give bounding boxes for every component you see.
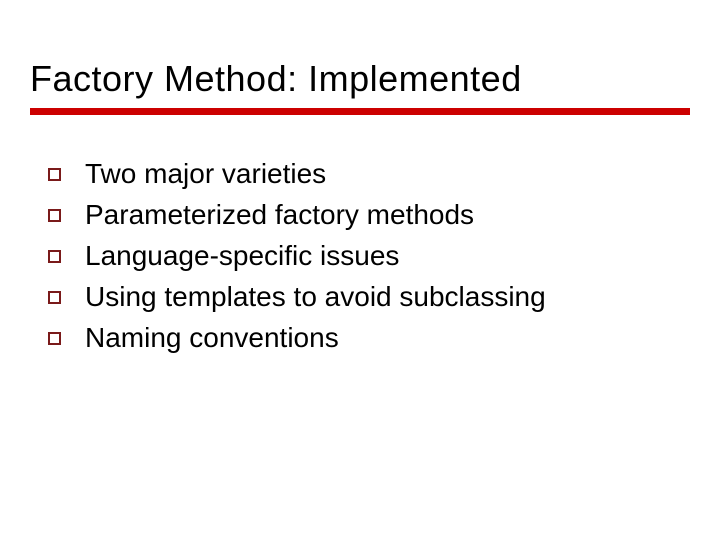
square-bullet-icon [48, 291, 61, 304]
bullet-text: Using templates to avoid subclassing [85, 279, 546, 314]
slide: Factory Method: Implemented Two major va… [0, 0, 720, 540]
square-bullet-icon [48, 332, 61, 345]
title-underline [30, 108, 690, 115]
list-item: Two major varieties [48, 156, 680, 191]
bullet-text: Language-specific issues [85, 238, 399, 273]
bullet-text: Parameterized factory methods [85, 197, 474, 232]
slide-body: Two major varieties Parameterized factor… [48, 156, 680, 361]
bullet-text: Two major varieties [85, 156, 326, 191]
square-bullet-icon [48, 250, 61, 263]
square-bullet-icon [48, 209, 61, 222]
bullet-text: Naming conventions [85, 320, 339, 355]
list-item: Language-specific issues [48, 238, 680, 273]
list-item: Naming conventions [48, 320, 680, 355]
list-item: Parameterized factory methods [48, 197, 680, 232]
list-item: Using templates to avoid subclassing [48, 279, 680, 314]
title-block: Factory Method: Implemented [30, 58, 690, 115]
square-bullet-icon [48, 168, 61, 181]
slide-title: Factory Method: Implemented [30, 58, 690, 106]
